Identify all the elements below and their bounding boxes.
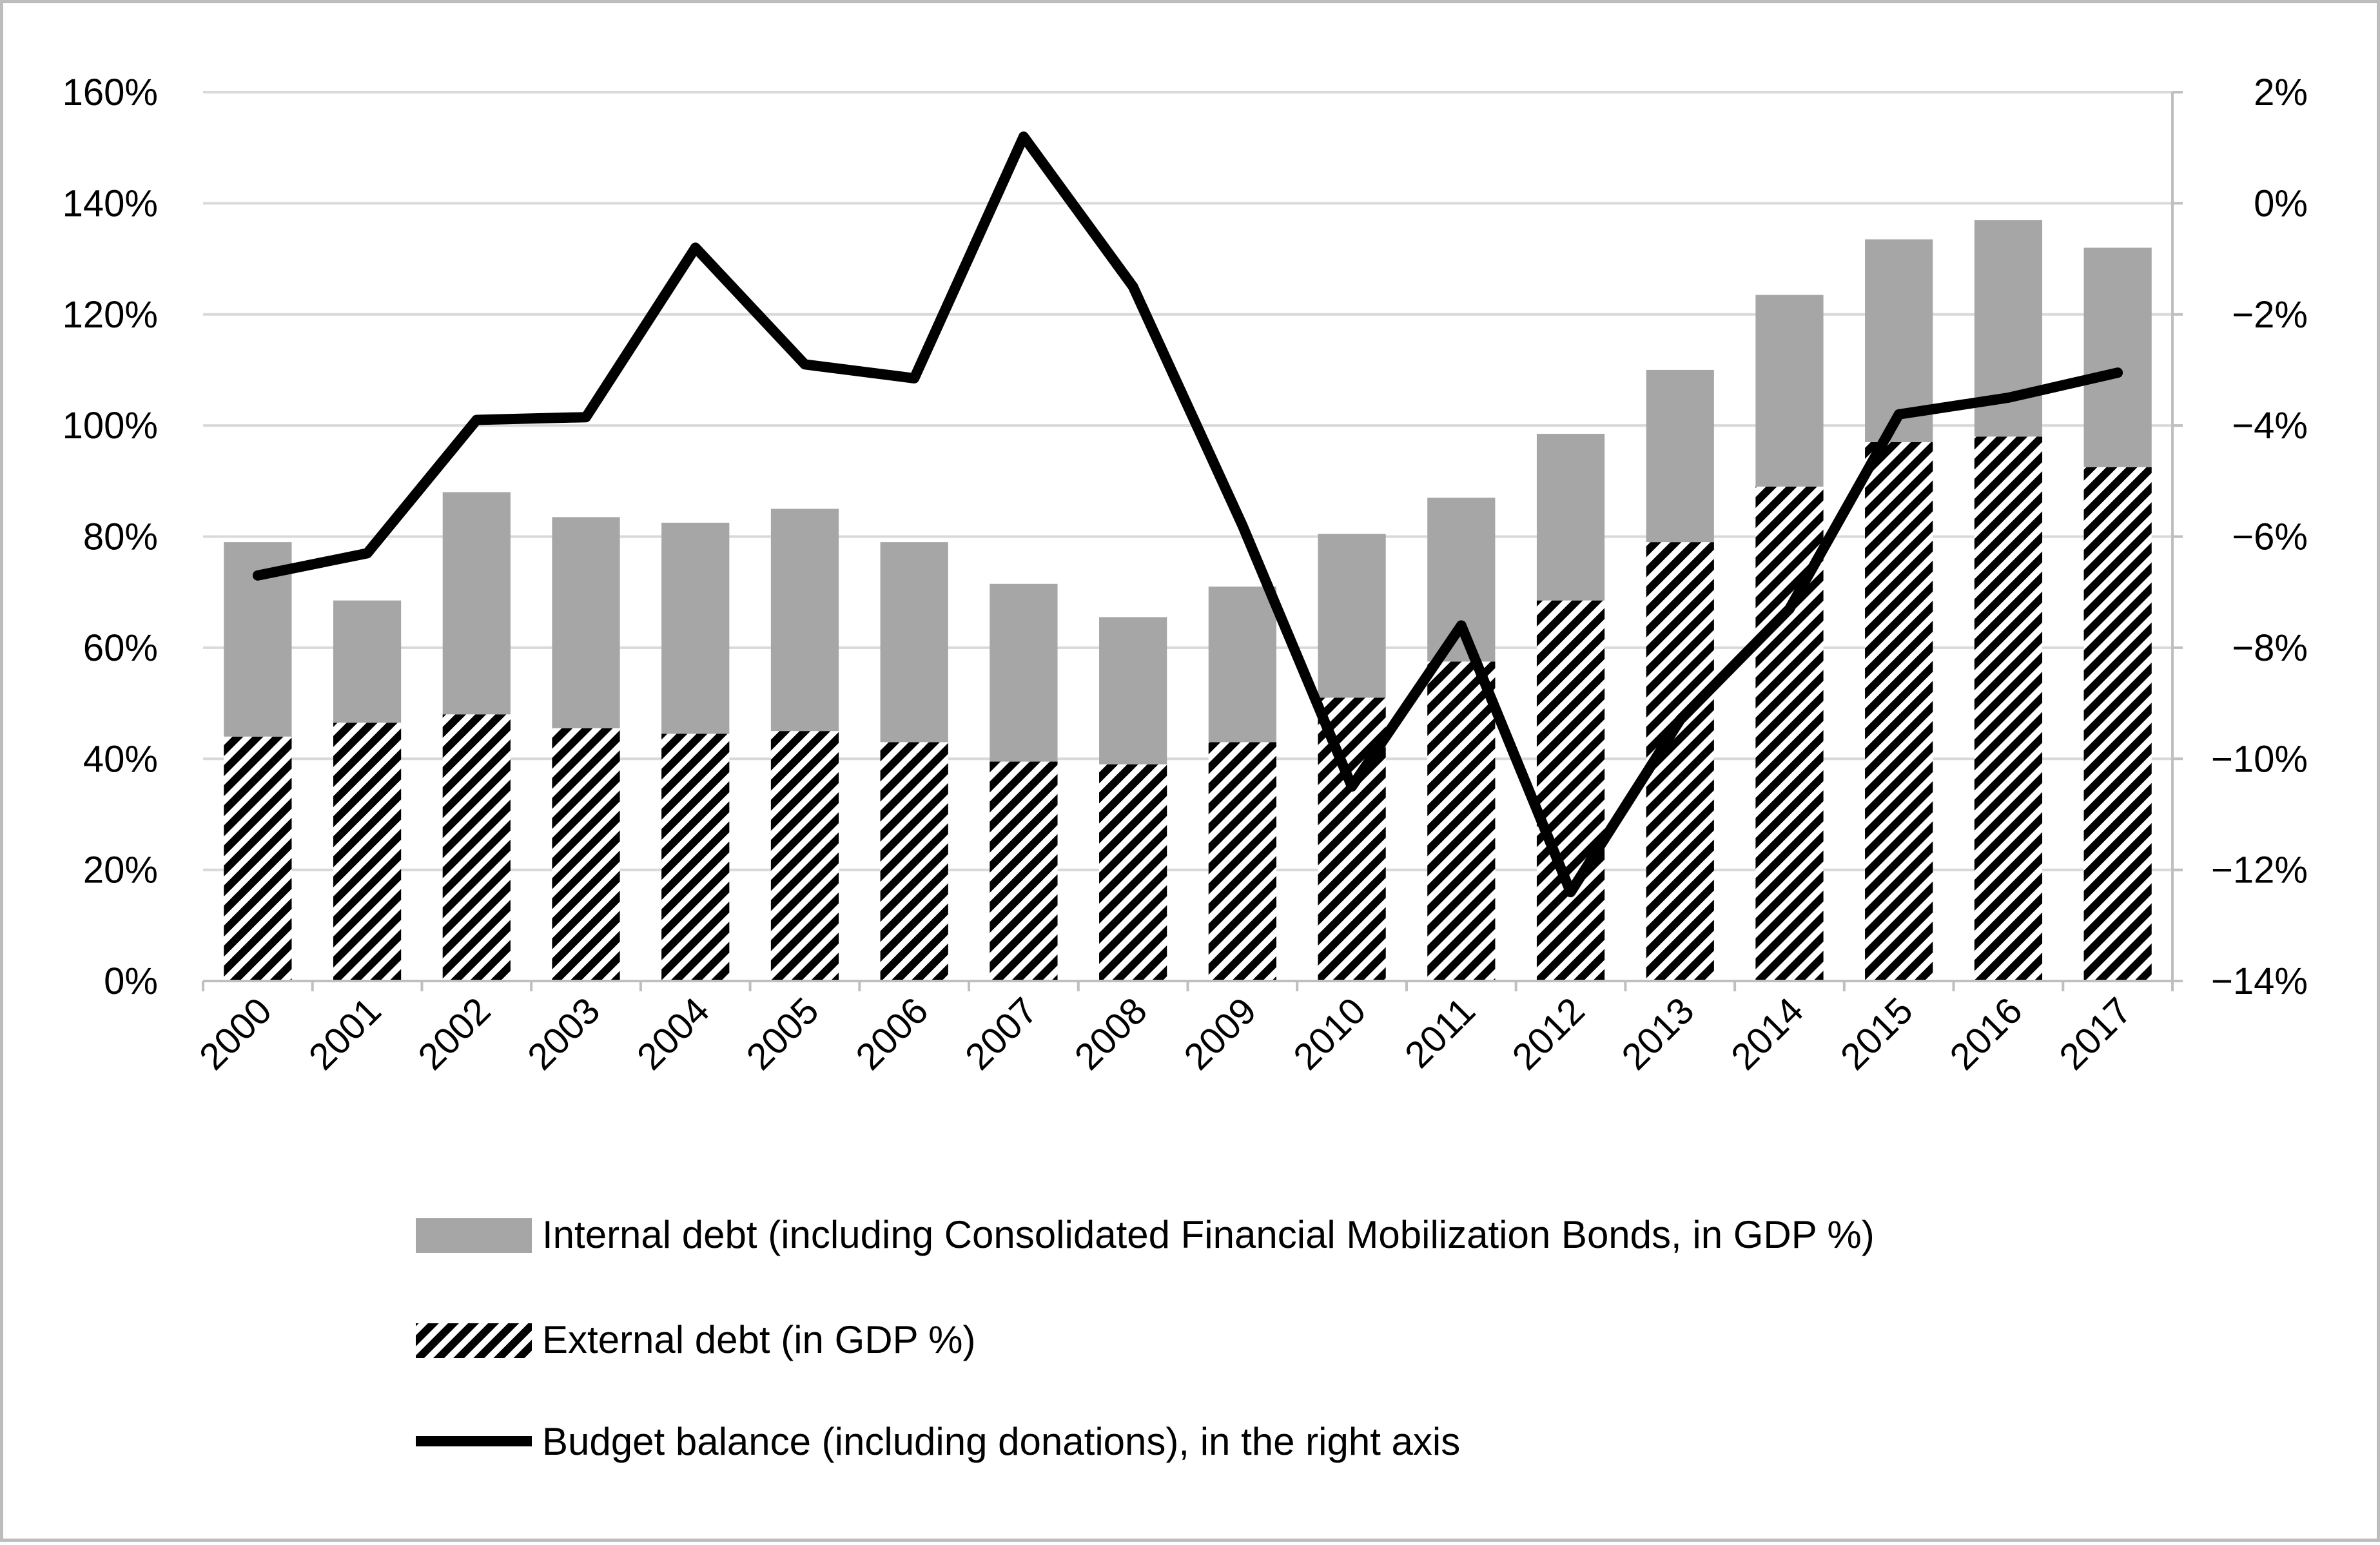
bar-internal-debt-2009 — [1208, 587, 1276, 743]
legend-swatch-external-debt — [416, 1323, 532, 1358]
x-tick-label: 2003 — [520, 989, 608, 1078]
bar-external-debt-2003 — [552, 728, 620, 981]
bar-internal-debt-2013 — [1646, 369, 1714, 543]
bar-external-debt-2016 — [1974, 436, 2043, 981]
budget-balance-line-group — [252, 131, 2123, 898]
y-right-tick-label: −6% — [2232, 516, 2308, 558]
bar-external-debt-2008 — [1099, 764, 1167, 981]
bar-internal-debt-2017 — [2083, 248, 2152, 467]
bar-external-debt-2002 — [442, 714, 511, 981]
y-left-tick-label: 120% — [63, 294, 158, 336]
bar-external-debt-2001 — [333, 723, 402, 981]
x-tick-label: 2010 — [1285, 989, 1374, 1078]
bar-external-debt-2009 — [1208, 742, 1276, 981]
x-tick-label: 2005 — [738, 989, 826, 1078]
x-tick-label: 2012 — [1505, 989, 1593, 1078]
budget-balance-line — [252, 131, 2123, 898]
x-tick-label: 2002 — [410, 989, 498, 1078]
y-right-tick-label: −10% — [2211, 738, 2308, 780]
x-tick-label: 2009 — [1176, 989, 1264, 1078]
bar-external-debt-2005 — [770, 731, 839, 981]
y-right-tick-label: 0% — [2254, 182, 2308, 224]
y-left-tick-label: 0% — [104, 960, 158, 1002]
y-left-tick-label: 80% — [83, 516, 158, 558]
x-tick-label: 2015 — [1833, 989, 1921, 1078]
x-tick-label: 2011 — [1397, 989, 1483, 1076]
bar-internal-debt-2012 — [1536, 434, 1605, 601]
x-tick-label: 2016 — [1942, 989, 2030, 1078]
bar-internal-debt-2004 — [661, 522, 730, 734]
gridlines — [203, 91, 2172, 871]
x-tick-label: 2006 — [848, 989, 936, 1078]
x-tick-label: 2008 — [1067, 989, 1155, 1078]
y-left-tick-label: 140% — [63, 182, 158, 224]
y-right-tick-label: −12% — [2211, 850, 2308, 891]
legend-swatch-internal-debt — [416, 1218, 532, 1253]
bar-internal-debt-2003 — [552, 517, 620, 728]
bar-internal-debt-2001 — [333, 600, 402, 723]
bar-internal-debt-2006 — [880, 542, 948, 743]
y-right-tick-label: −8% — [2232, 627, 2308, 669]
bar-external-debt-2011 — [1427, 661, 1496, 981]
x-tick-label: 2013 — [1614, 989, 1702, 1078]
legend-label-internal-debt: Internal debt (including Consolidated Fi… — [542, 1213, 1875, 1256]
bar-internal-debt-2002 — [442, 492, 511, 715]
bars — [224, 220, 2152, 981]
x-tick-label: 2000 — [191, 989, 280, 1078]
x-tick-label: 2007 — [957, 989, 1046, 1078]
y-right-tick-label: 2% — [2254, 72, 2308, 113]
bar-external-debt-2015 — [1865, 442, 1933, 981]
x-tick-label: 2004 — [629, 989, 717, 1078]
bar-external-debt-2007 — [990, 761, 1058, 981]
y-right-tick-label: −14% — [2211, 960, 2308, 1002]
y-right-tick-label: −2% — [2232, 294, 2308, 336]
y-left-tick-label: 100% — [63, 405, 158, 447]
x-tick-label: 2001 — [301, 989, 389, 1078]
bar-external-debt-2017 — [2083, 467, 2152, 981]
y-left-tick-label: 60% — [83, 627, 158, 669]
legend: Internal debt (including Consolidated Fi… — [416, 1213, 1875, 1463]
combo-chart: 0% 20% 40% 60% 80% 100% 120% 140% 160% −14% −12% −1… — [63, 72, 2308, 1463]
axes — [202, 91, 2183, 991]
legend-label-external-debt: External debt (in GDP %) — [542, 1318, 976, 1361]
y-left-tick-label: 40% — [83, 738, 158, 780]
y-right-tick-label: −4% — [2232, 405, 2308, 447]
y-left-tick-label: 160% — [63, 72, 158, 113]
x-tick-label: 2014 — [1723, 989, 1811, 1078]
y-left-tick-label: 20% — [83, 850, 158, 891]
bar-external-debt-2006 — [880, 742, 948, 981]
legend-label-budget-balance: Budget balance (including donations), in… — [542, 1420, 1460, 1463]
bar-internal-debt-2005 — [770, 509, 839, 732]
bar-external-debt-2004 — [661, 734, 730, 981]
bar-internal-debt-2014 — [1755, 295, 1824, 487]
bar-internal-debt-2007 — [990, 583, 1058, 762]
bar-internal-debt-2008 — [1099, 617, 1167, 764]
bar-external-debt-2000 — [224, 736, 292, 981]
x-tick-label: 2017 — [2051, 989, 2140, 1078]
bar-internal-debt-2010 — [1318, 534, 1386, 698]
bar-external-debt-2012 — [1536, 600, 1605, 981]
